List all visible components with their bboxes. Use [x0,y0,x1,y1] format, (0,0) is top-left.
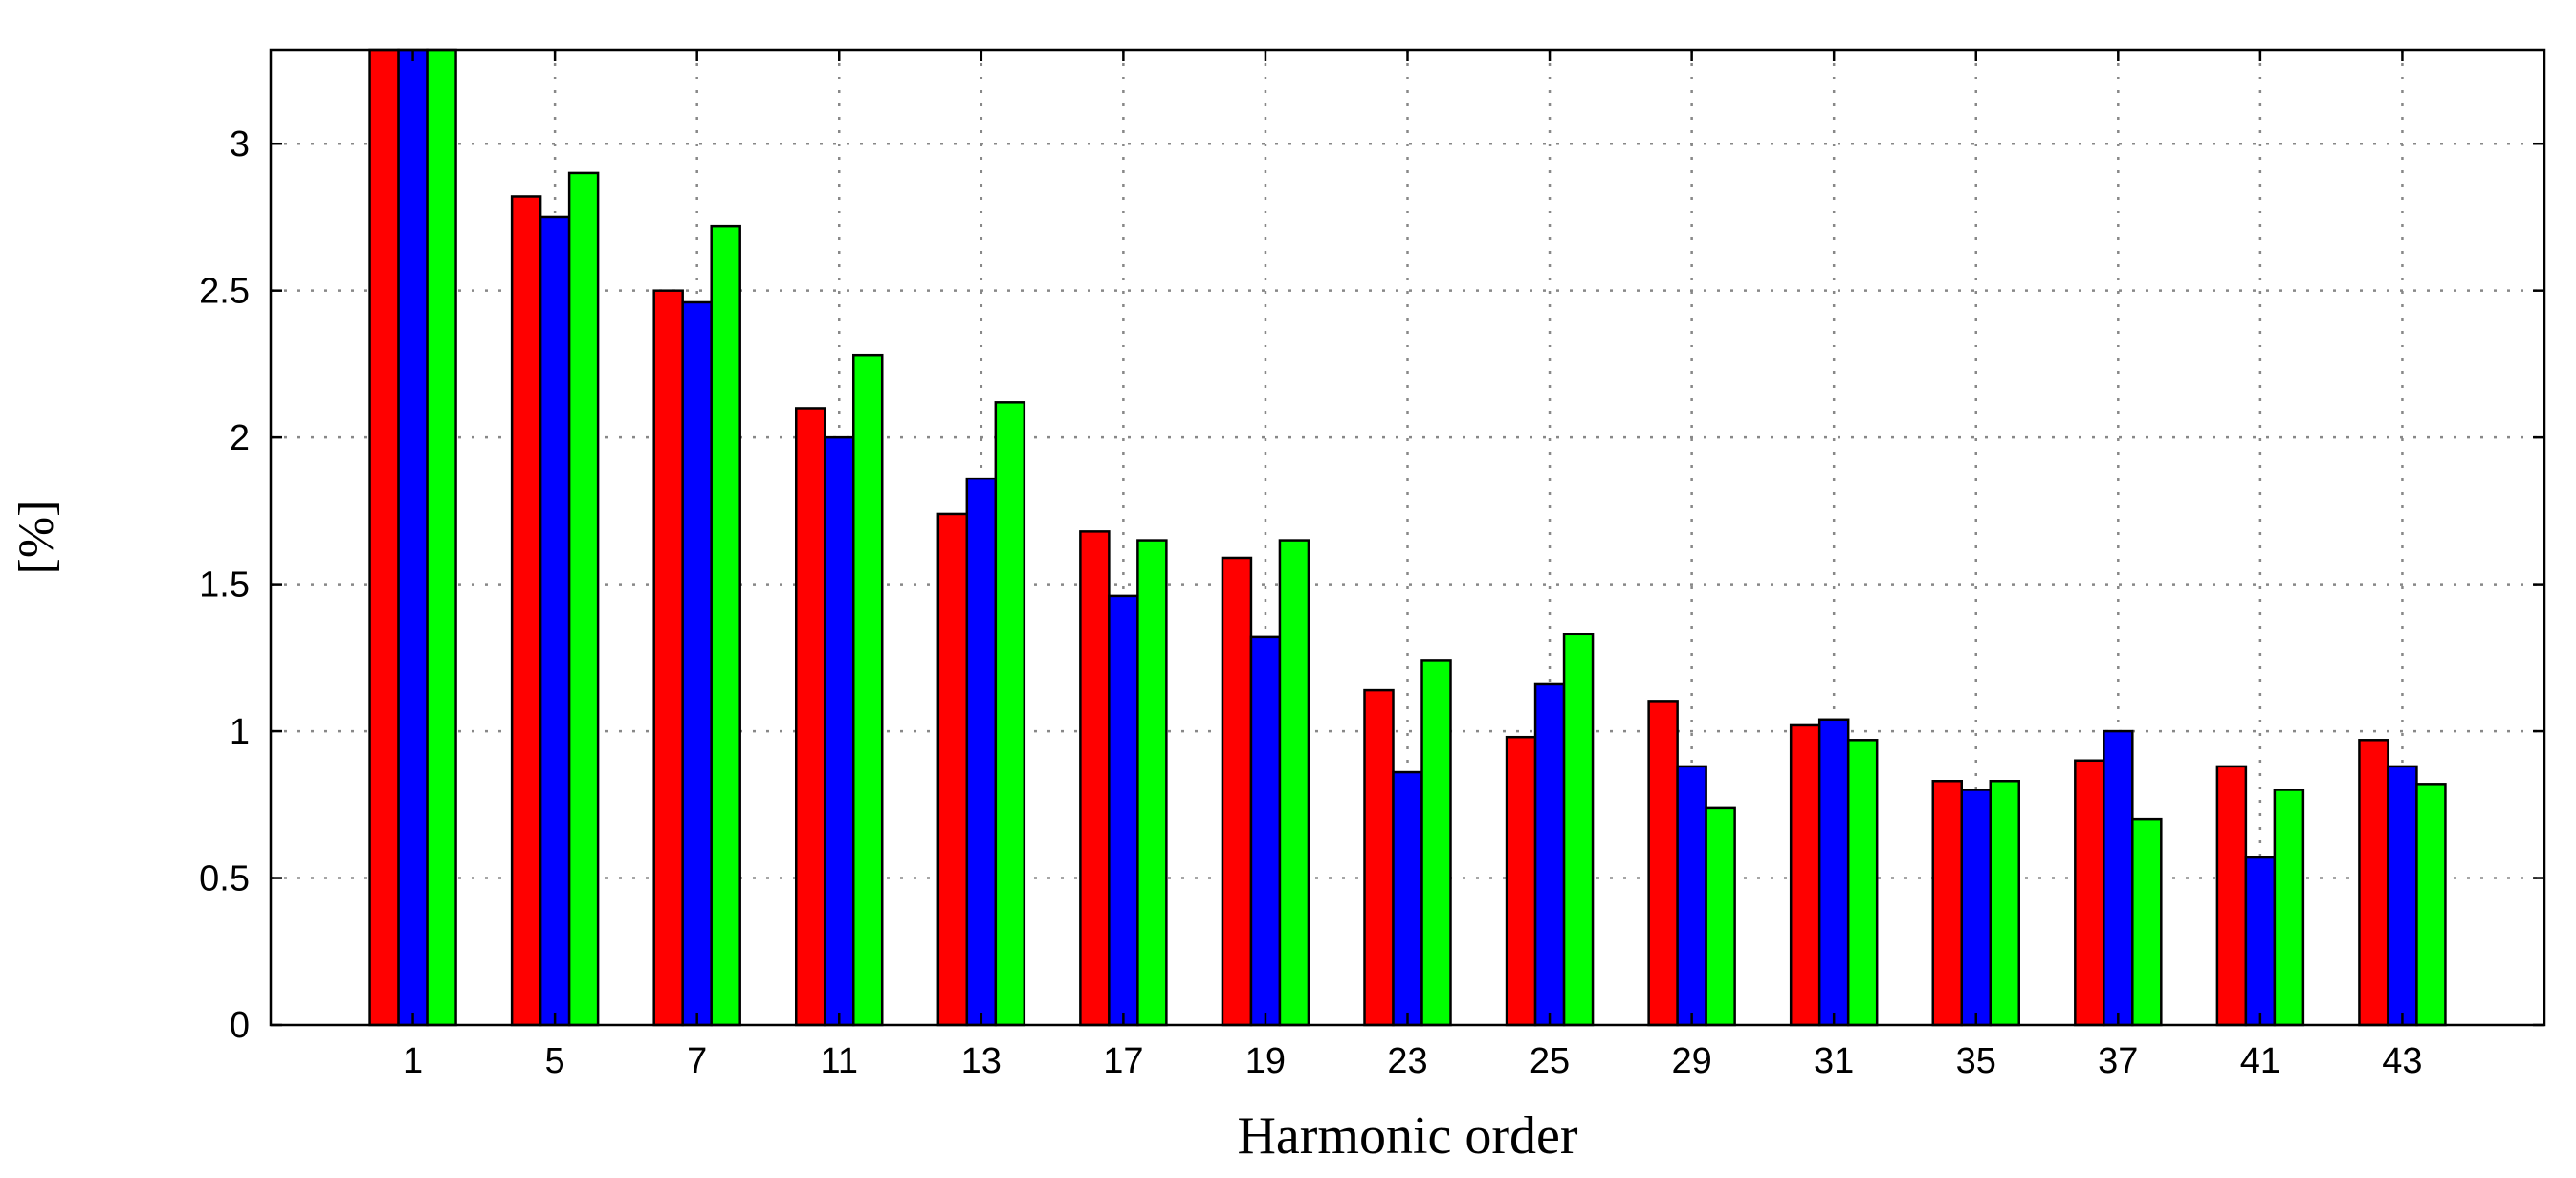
x-tick-label: 25 [1530,1041,1570,1081]
x-tick-label: 43 [2382,1041,2422,1081]
bar-series-3-11 [852,353,884,1027]
x-tick-label: 7 [687,1041,707,1081]
y-tick-label: 1 [230,712,250,752]
ticks [271,50,2544,1027]
x-tick-label: 17 [1103,1041,1143,1081]
bar-series-2-35 [1960,789,1992,1027]
bar-series-1-23 [1363,688,1395,1027]
bar-series-2-41 [2244,856,2277,1027]
bar-series-1-7 [652,289,684,1027]
x-tick-label: 11 [821,1041,858,1081]
x-tick-labels: 1 5 7 11 13 17 19 23 25 29 31 35 37 41 43 [403,1041,2423,1081]
bar-series-2-1 [397,48,429,1027]
bar-series-2-19 [1249,635,1282,1027]
x-tick-label: 13 [961,1041,1002,1081]
x-tick-label: 41 [2240,1041,2280,1081]
x-axis-label: Harmonic order [1237,1106,1577,1166]
bar-series-3-7 [710,224,741,1027]
bar-series-2-11 [824,435,855,1027]
bar-series-1-5 [510,195,542,1027]
grid [271,50,2544,1025]
bar-series-1-37 [2074,759,2105,1027]
bar-series-2-13 [965,477,998,1027]
bar-series-2-43 [2387,765,2418,1027]
y-tick-label: 2.5 [199,272,250,312]
bar-series-2-37 [2103,729,2134,1027]
bar-series-2-31 [1817,718,1850,1027]
bars [368,48,2447,1027]
bar-series-3-1 [426,48,457,1027]
x-tick-label: 37 [2098,1041,2138,1081]
x-tick-label: 19 [1245,1041,1286,1081]
y-tick-label: 2 [230,418,250,458]
bar-series-1-43 [2358,739,2389,1027]
bar-series-1-19 [1221,556,1253,1027]
bar-series-3-37 [2131,817,2163,1027]
y-tick-label: 0 [230,1006,250,1046]
bar-series-2-25 [1533,682,1566,1027]
bar-series-3-43 [2415,783,2447,1027]
bar-series-3-41 [2273,789,2305,1027]
bar-series-1-29 [1647,700,1679,1027]
bar-series-3-35 [1989,780,2020,1027]
y-axis-label: [%] [10,500,64,575]
x-tick-label: 29 [1671,1041,1711,1081]
bar-series-2-5 [539,215,571,1027]
bar-series-3-19 [1278,539,1310,1027]
bar-series-3-23 [1420,659,1452,1027]
bar-series-2-7 [681,300,713,1027]
bar-series-3-5 [567,171,600,1027]
bar-series-1-25 [1505,735,1537,1027]
bar-series-3-25 [1562,633,1595,1027]
bar-series-3-31 [1846,739,1879,1027]
bar-series-2-23 [1392,770,1423,1027]
bar-series-3-13 [994,401,1026,1027]
bar-series-2-17 [1108,594,1139,1027]
bar-series-1-31 [1789,723,1821,1027]
y-tick-labels: 0 0.5 1 1.5 2 2.5 3 [199,124,250,1046]
bar-series-1-17 [1079,530,1111,1027]
y-tick-label: 1.5 [199,566,250,606]
y-tick-label: 0.5 [199,859,250,900]
bar-series-3-17 [1136,539,1168,1027]
bar-series-1-13 [936,512,969,1027]
x-tick-label: 31 [1814,1041,1854,1081]
x-tick-label: 5 [545,1041,565,1081]
bar-series-1-41 [2215,765,2248,1027]
bar-series-1-35 [1931,780,1963,1027]
bar-series-3-29 [1705,806,1736,1027]
bar-series-2-29 [1676,765,1707,1027]
x-tick-label: 23 [1387,1041,1427,1081]
y-tick-label: 3 [230,124,250,165]
x-tick-label: 1 [403,1041,423,1081]
x-tick-label: 35 [1956,1041,1996,1081]
bar-series-1-11 [795,407,826,1027]
bar-series-1-1 [368,48,400,1027]
